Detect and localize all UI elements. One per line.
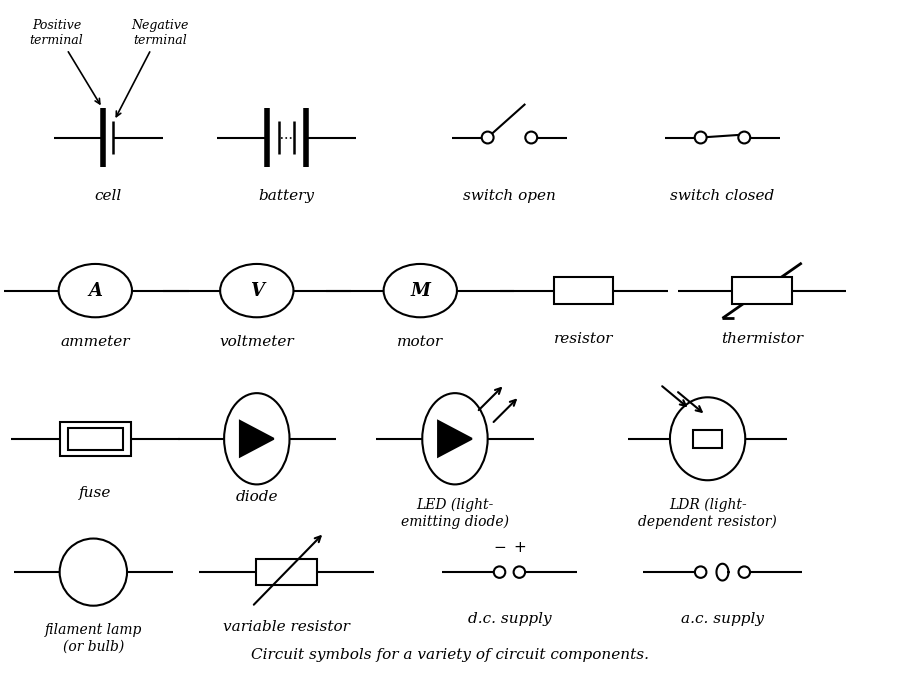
Ellipse shape xyxy=(59,539,127,606)
Text: ammeter: ammeter xyxy=(60,335,130,349)
Text: LED (light-
emitting diode): LED (light- emitting diode) xyxy=(401,498,509,529)
Bar xyxy=(554,277,614,305)
Bar xyxy=(733,277,792,305)
Circle shape xyxy=(739,566,750,578)
Circle shape xyxy=(482,132,494,143)
Text: cell: cell xyxy=(95,189,122,203)
Text: voltmeter: voltmeter xyxy=(220,335,294,349)
Bar xyxy=(693,430,723,447)
Circle shape xyxy=(695,566,706,578)
Polygon shape xyxy=(438,421,472,456)
Ellipse shape xyxy=(59,264,132,318)
Bar xyxy=(256,559,317,585)
Text: diode: diode xyxy=(235,490,278,504)
Text: Circuit symbols for a variety of circuit components.: Circuit symbols for a variety of circuit… xyxy=(251,648,649,662)
Text: motor: motor xyxy=(397,335,443,349)
Text: −: − xyxy=(493,541,506,556)
Text: variable resistor: variable resistor xyxy=(223,619,350,634)
Text: Negative
terminal: Negative terminal xyxy=(116,18,188,116)
Text: filament lamp
(or bulb): filament lamp (or bulb) xyxy=(45,624,142,653)
Ellipse shape xyxy=(224,393,289,484)
Text: V: V xyxy=(250,282,264,300)
Bar xyxy=(68,428,123,449)
Circle shape xyxy=(695,132,706,143)
Ellipse shape xyxy=(670,397,745,480)
Text: a.c. supply: a.c. supply xyxy=(681,611,764,626)
Text: battery: battery xyxy=(259,189,314,203)
Text: fuse: fuse xyxy=(79,486,112,500)
Text: M: M xyxy=(410,282,430,300)
Circle shape xyxy=(738,132,751,143)
Text: switch closed: switch closed xyxy=(670,189,775,203)
Ellipse shape xyxy=(220,264,294,318)
Bar xyxy=(59,422,131,456)
Text: A: A xyxy=(88,282,103,300)
Text: thermistor: thermistor xyxy=(721,332,803,346)
Text: Positive
terminal: Positive terminal xyxy=(30,18,100,104)
Circle shape xyxy=(514,566,525,578)
Polygon shape xyxy=(240,421,274,456)
Text: LDR (light-
dependent resistor): LDR (light- dependent resistor) xyxy=(638,498,777,529)
Text: resistor: resistor xyxy=(554,332,614,346)
Circle shape xyxy=(525,132,537,143)
Circle shape xyxy=(494,566,505,578)
Text: d.c. supply: d.c. supply xyxy=(468,611,551,626)
Ellipse shape xyxy=(423,393,487,484)
Ellipse shape xyxy=(384,264,457,318)
Text: +: + xyxy=(513,541,525,556)
Text: switch open: switch open xyxy=(463,189,556,203)
